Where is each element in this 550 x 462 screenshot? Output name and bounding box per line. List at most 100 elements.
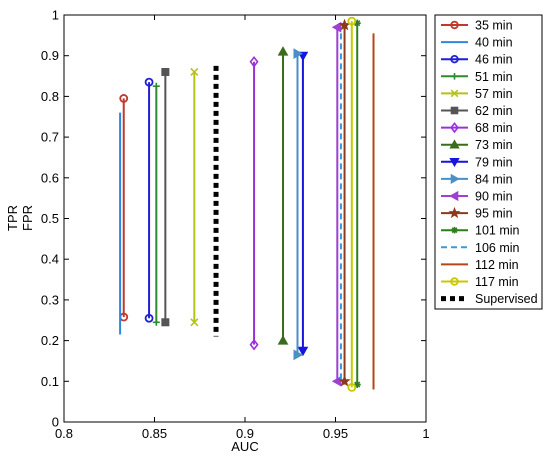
legend-marker [450, 89, 459, 98]
legend-label: 57 min [475, 87, 513, 101]
series-101-min [353, 19, 361, 389]
legend-label: 106 min [475, 241, 520, 255]
x-tick-label: 0.85 [142, 426, 167, 441]
fpr-marker [277, 335, 289, 345]
tpr-marker [277, 46, 289, 56]
legend-entry: 68 min [441, 121, 513, 135]
legend-entry: 62 min [441, 104, 513, 118]
fpr-marker [152, 318, 160, 326]
legend-label: 79 min [475, 155, 513, 169]
x-tick-label: 1 [422, 426, 429, 441]
legend: 35 min 40 min 46 min 51 min 57 min 62 min 68 m… [434, 14, 543, 310]
legend-marker [448, 206, 461, 219]
legend-label: 51 min [475, 70, 513, 84]
legend-entry: 73 min [441, 138, 513, 152]
series-73-min [277, 46, 289, 345]
legend-label: 117 min [475, 275, 519, 289]
y-tick-label: 0.9 [41, 48, 59, 63]
x-axis-label: AUC [231, 439, 258, 454]
tpr-marker [347, 16, 357, 26]
x-tick-label: 0.8 [55, 426, 73, 441]
legend-entry: 40 min [441, 36, 513, 50]
y-tick-label: 1 [52, 8, 59, 23]
legend-label: 101 min [475, 224, 520, 238]
series-62-min [161, 67, 170, 327]
legend-entry: Supervised [441, 292, 538, 306]
plot-area-background [64, 15, 426, 422]
legend-entry: 84 min [441, 172, 513, 186]
axes-layer: 0.8 0.85 0.9 0.95 1 0 0.1 0.2 0.3 0.4 0.5 0.6 0.7 0.8… [41, 8, 430, 442]
tpr-marker [161, 67, 170, 76]
fpr-marker [353, 381, 361, 389]
legend-entry: 57 min [441, 87, 513, 101]
legend-entry: 106 min [441, 241, 520, 255]
x-tick-label: 0.95 [323, 426, 348, 441]
fpr-marker [249, 338, 259, 351]
legend-entry: 35 min [441, 19, 513, 33]
legend-marker [450, 20, 459, 30]
series-95-min [338, 18, 351, 387]
legend-marker [450, 277, 459, 286]
legend-label: 35 min [475, 19, 513, 33]
legend-label: 73 min [475, 138, 513, 152]
tpr-marker [119, 94, 129, 103]
legend-entry: 117 min [441, 275, 519, 289]
series-51-min [152, 82, 160, 326]
tpr-marker [338, 18, 351, 31]
legend-label: 95 min [475, 207, 513, 221]
legend-marker [451, 226, 458, 234]
tpr-marker [190, 67, 199, 77]
legend-entry: 90 min [441, 190, 513, 204]
legend-entry: 112 min [441, 258, 519, 272]
fpr-marker [331, 375, 342, 387]
legend-entry: 51 min [441, 70, 513, 84]
legend-label: 84 min [475, 172, 513, 186]
legend-label: 46 min [475, 53, 513, 67]
legend-marker [450, 173, 460, 185]
fpr-marker [190, 318, 199, 327]
legend-entry: 95 min [441, 207, 513, 221]
legend-marker [451, 73, 458, 80]
legend-label: 112 min [475, 258, 519, 272]
y-tick-label: 0.8 [41, 89, 59, 104]
legend-label: 90 min [475, 190, 513, 204]
series-90-min [331, 21, 342, 387]
series-68-min [249, 56, 259, 351]
y-tick-label: 0.5 [41, 211, 59, 226]
series-layer [119, 16, 375, 392]
series-46-min [144, 77, 154, 323]
legend-label: 68 min [475, 121, 513, 135]
legend-marker [449, 139, 460, 149]
legend-marker [450, 106, 459, 115]
y-tick-label: 0.4 [41, 252, 59, 267]
tpr-marker [144, 77, 154, 87]
series-84-min [293, 48, 304, 361]
fpr-marker [144, 313, 154, 323]
y-tick-label: 0.3 [41, 292, 59, 307]
tpr-marker [249, 56, 259, 68]
legend-label: Supervised [475, 292, 538, 306]
legend-entry: 46 min [441, 53, 513, 67]
legend-marker [450, 121, 459, 134]
tpr-marker [331, 21, 342, 33]
y-tick-label: 0.1 [41, 374, 59, 389]
series-57-min [190, 67, 199, 327]
y-axis-label-fpr: FPR [20, 205, 35, 231]
fpr-marker [293, 349, 304, 361]
legend-entry: 79 min [441, 155, 513, 169]
fpr-marker [347, 383, 357, 392]
fpr-marker [338, 374, 351, 387]
tpr-marker [353, 19, 361, 27]
fpr-marker [161, 318, 170, 327]
y-axis-label-tpr: TPR [5, 205, 20, 231]
x-tick-label: 0.9 [236, 426, 254, 441]
legend-marker [450, 55, 459, 64]
legend-label: 62 min [475, 104, 513, 118]
legend-entry: 101 min [441, 224, 520, 238]
y-tick-label: 0.7 [41, 130, 59, 145]
y-tick-label: 0 [52, 415, 59, 430]
legend-marker [449, 190, 459, 202]
legend-label: 40 min [475, 36, 513, 50]
tpr-marker [293, 48, 304, 60]
